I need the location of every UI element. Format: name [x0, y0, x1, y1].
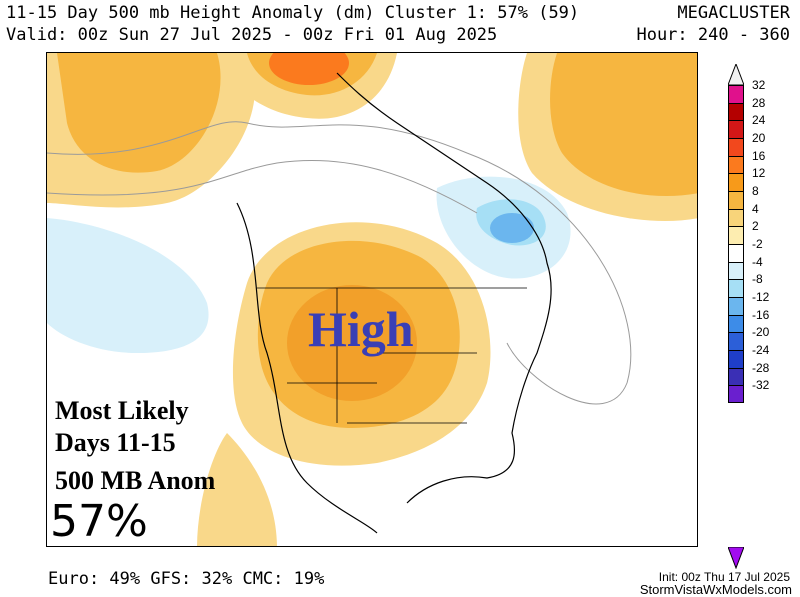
colorbar-cell: [728, 137, 744, 156]
contour-line: [47, 121, 632, 405]
colorbar-tick-label: 2: [752, 219, 759, 234]
colorbar-cell: [728, 85, 744, 103]
overlay-most-likely: Most Likely: [55, 396, 189, 425]
colorbar-tick-label: -2: [752, 237, 763, 252]
colorbar-tick-label: -28: [752, 360, 770, 375]
colorbar-top-arrow: [728, 64, 744, 86]
colorbar: [728, 85, 744, 403]
overlay-percent: 57%: [50, 496, 148, 547]
anomaly-cool-east-peak: [490, 213, 534, 243]
valid-period: Valid: 00z Sun 27 Jul 2025 - 00z Fri 01 …: [6, 25, 498, 45]
anomaly-west-pacific-core: [57, 53, 221, 173]
colorbar-cell: [728, 208, 744, 227]
high-pressure-label: High: [308, 301, 414, 357]
colorbar-cell: [728, 155, 744, 174]
colorbar-cell: [728, 296, 744, 315]
colorbar-cell: [728, 173, 744, 191]
anomaly-cool-pacific: [47, 218, 209, 353]
colorbar-tick-label: 8: [752, 184, 759, 199]
colorbar-cell: [728, 190, 744, 209]
overlay-days: Days 11-15: [55, 428, 176, 457]
colorbar-tick-label: -16: [752, 307, 770, 322]
colorbar-tick-label: 4: [752, 201, 759, 216]
colorbar-cell: [728, 243, 744, 262]
contour-line: [47, 160, 478, 214]
anomaly-arctic-peak: [269, 53, 349, 85]
overlay-anom: 500 MB Anom: [55, 466, 216, 495]
colorbar-tick-label: -32: [752, 378, 770, 393]
source-site: StormVistaWxModels.com: [639, 582, 792, 597]
map-canvas: [47, 53, 697, 546]
colorbar-tick-label: 20: [752, 131, 766, 145]
model-weights: Euro: 49% GFS: 32% CMC: 19%: [48, 569, 325, 589]
colorbar-tick-label: 32: [752, 78, 766, 92]
colorbar-tick-label: 12: [752, 166, 766, 181]
colorbar-tick-label: -24: [752, 343, 770, 358]
border-line: [257, 287, 527, 424]
colorbar-tick-label: -12: [752, 290, 770, 305]
colorbar-cell: [728, 261, 744, 280]
colorbar-tick-label: -8: [752, 272, 763, 287]
colorbar-cell: [728, 349, 744, 368]
colorbar-tick-label: 24: [752, 113, 766, 128]
colorbar-tick-label: -20: [752, 325, 770, 340]
colorbar-cell: [728, 332, 744, 350]
colorbar-cell: [728, 367, 744, 386]
colorbar-cell: [728, 385, 744, 403]
colorbar-tick-label: -4: [752, 254, 763, 269]
coastline: [236, 72, 552, 534]
brand-label: MEGACLUSTER: [677, 3, 790, 23]
colorbar-tick-label: 16: [752, 148, 766, 163]
anomaly-atlantic-core: [550, 53, 697, 196]
anomaly-map: [46, 52, 698, 547]
colorbar-cell: [728, 120, 744, 138]
map-title: 11-15 Day 500 mb Height Anomaly (dm) Clu…: [6, 3, 580, 23]
colorbar-cell: [728, 102, 744, 121]
anomaly-high-core: [287, 285, 417, 401]
colorbar-cell: [728, 314, 744, 333]
colorbar-tick-label: 28: [752, 95, 766, 110]
colorbar-cell: [728, 279, 744, 297]
colorbar-bottom-arrow: [728, 547, 744, 569]
forecast-hour: Hour: 240 - 360: [636, 25, 790, 45]
init-time: Init: 00z Thu 17 Jul 2025: [658, 570, 790, 584]
colorbar-cell: [728, 226, 744, 244]
